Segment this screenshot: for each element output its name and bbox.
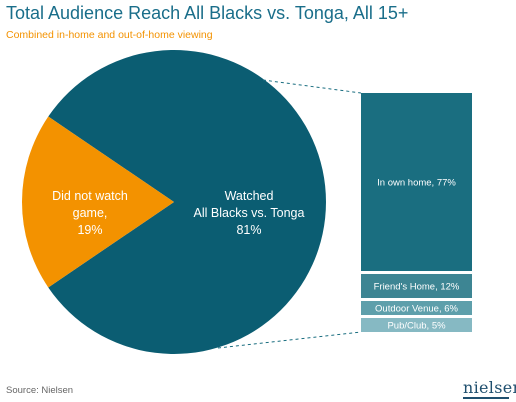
pie-label-watched: Watched All Blacks vs. Tonga 81% (194, 189, 305, 237)
bar-segment-own-home-label: In own home, 77% (377, 178, 456, 189)
bar-segment-friends-home (361, 274, 472, 298)
source-note: Source: Nielsen (6, 385, 74, 396)
bar-segment-outdoor-venue-label: Outdoor Venue, 6% (375, 304, 458, 315)
chart-title: Total Audience Reach All Blacks vs. Tong… (6, 3, 409, 23)
logo-underline (463, 397, 509, 399)
pie-label-not-watched: Did not watch game, 19% (52, 189, 128, 237)
chart-subtitle: Combined in-home and out-of-home viewing (6, 29, 213, 41)
nielsen-logo: nielsen (463, 378, 516, 397)
bar-segment-friends-home-label: Friend's Home, 12% (374, 282, 460, 293)
bar-segment-own-home (361, 93, 472, 271)
pie-slice-watched (48, 49, 326, 355)
bar-segment-pub-club (361, 318, 472, 332)
bar-segment-outdoor-venue (361, 301, 472, 315)
pie-slice-not-watched (21, 116, 174, 288)
bar-segment-pub-club-label: Pub/Club, 5% (387, 321, 446, 332)
connector-top (262, 79, 362, 94)
